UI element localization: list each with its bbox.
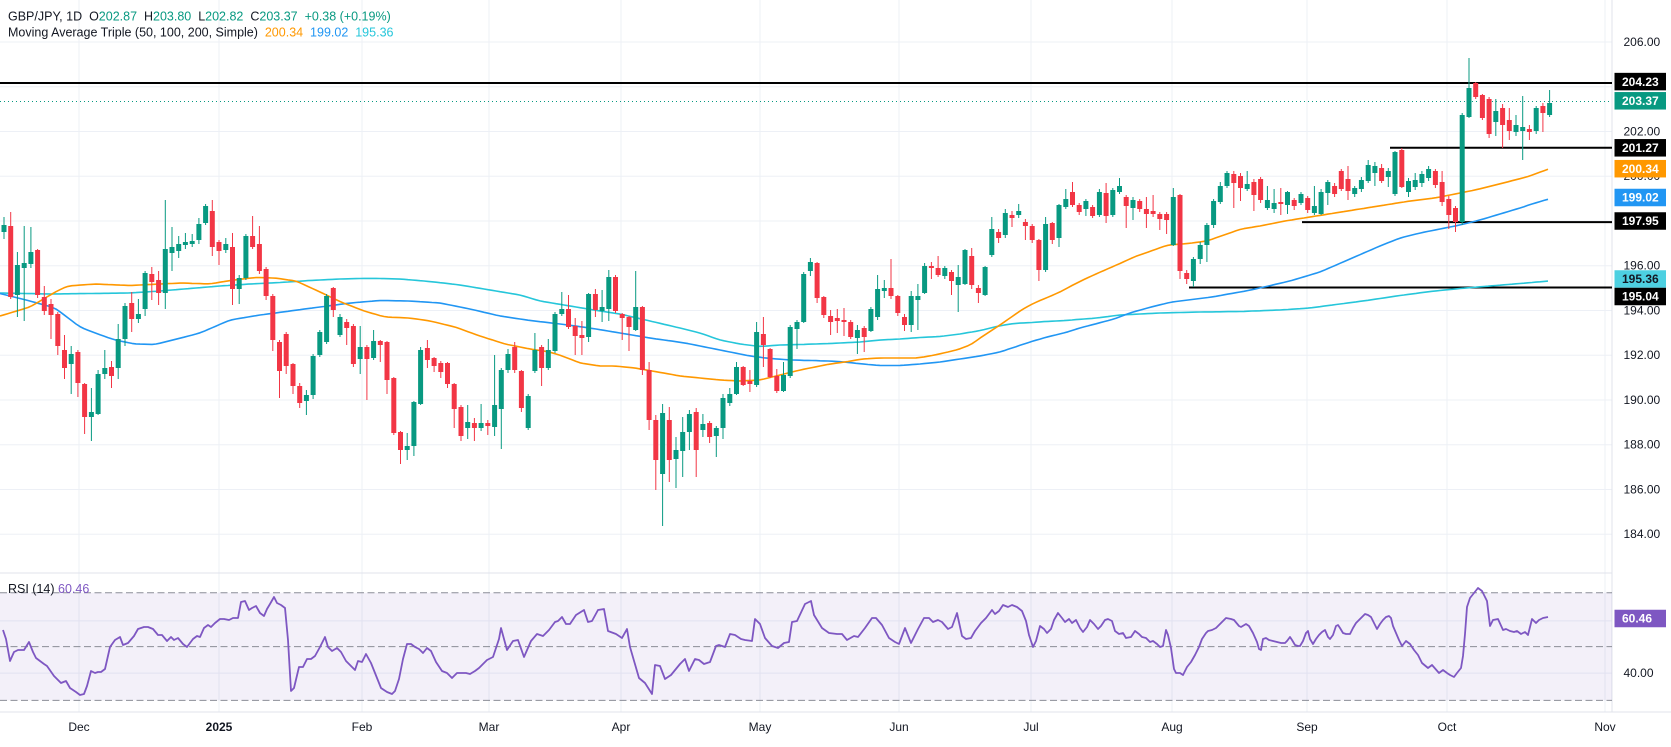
svg-text:60.46: 60.46 bbox=[1622, 612, 1652, 626]
svg-text:May: May bbox=[749, 720, 772, 734]
svg-text:196.00: 196.00 bbox=[1624, 259, 1661, 273]
svg-text:Mar: Mar bbox=[479, 720, 500, 734]
svg-text:Sep: Sep bbox=[1296, 720, 1318, 734]
svg-text:Moving Average Triple (50, 100: Moving Average Triple (50, 100, 200, Sim… bbox=[8, 26, 394, 40]
svg-text:194.00: 194.00 bbox=[1624, 303, 1661, 317]
svg-text:203.37: 203.37 bbox=[1622, 94, 1659, 108]
svg-text:Aug: Aug bbox=[1161, 720, 1182, 734]
svg-text:204.23: 204.23 bbox=[1622, 75, 1659, 89]
svg-text:201.27: 201.27 bbox=[1622, 141, 1659, 155]
svg-text:192.00: 192.00 bbox=[1624, 348, 1661, 362]
svg-text:GBP/JPY, 1D O202.87 H203.80: GBP/JPY, 1D O202.87 H203.80 L202.82 C203… bbox=[8, 10, 391, 24]
svg-text:188.00: 188.00 bbox=[1624, 438, 1661, 452]
svg-text:Dec: Dec bbox=[68, 720, 89, 734]
svg-text:Nov: Nov bbox=[1594, 720, 1615, 734]
svg-text:197.95: 197.95 bbox=[1622, 214, 1659, 228]
svg-text:Apr: Apr bbox=[612, 720, 631, 734]
svg-text:Jul: Jul bbox=[1023, 720, 1038, 734]
svg-text:199.02: 199.02 bbox=[1622, 191, 1659, 205]
svg-text:206.00: 206.00 bbox=[1624, 35, 1661, 49]
svg-text:190.00: 190.00 bbox=[1624, 393, 1661, 407]
svg-text:186.00: 186.00 bbox=[1624, 482, 1661, 496]
svg-text:Feb: Feb bbox=[352, 720, 373, 734]
svg-text:202.00: 202.00 bbox=[1624, 124, 1661, 138]
svg-text:40.00: 40.00 bbox=[1624, 666, 1654, 680]
svg-text:195.04: 195.04 bbox=[1622, 290, 1659, 304]
svg-text:Oct: Oct bbox=[1438, 720, 1457, 734]
svg-text:Jun: Jun bbox=[889, 720, 908, 734]
svg-text:184.00: 184.00 bbox=[1624, 527, 1661, 541]
svg-text:195.36: 195.36 bbox=[1622, 272, 1659, 286]
svg-text:2025: 2025 bbox=[206, 720, 233, 734]
svg-text:RSI (14) 60.46: RSI (14) 60.46 bbox=[8, 582, 89, 596]
svg-text:200.34: 200.34 bbox=[1622, 162, 1659, 176]
